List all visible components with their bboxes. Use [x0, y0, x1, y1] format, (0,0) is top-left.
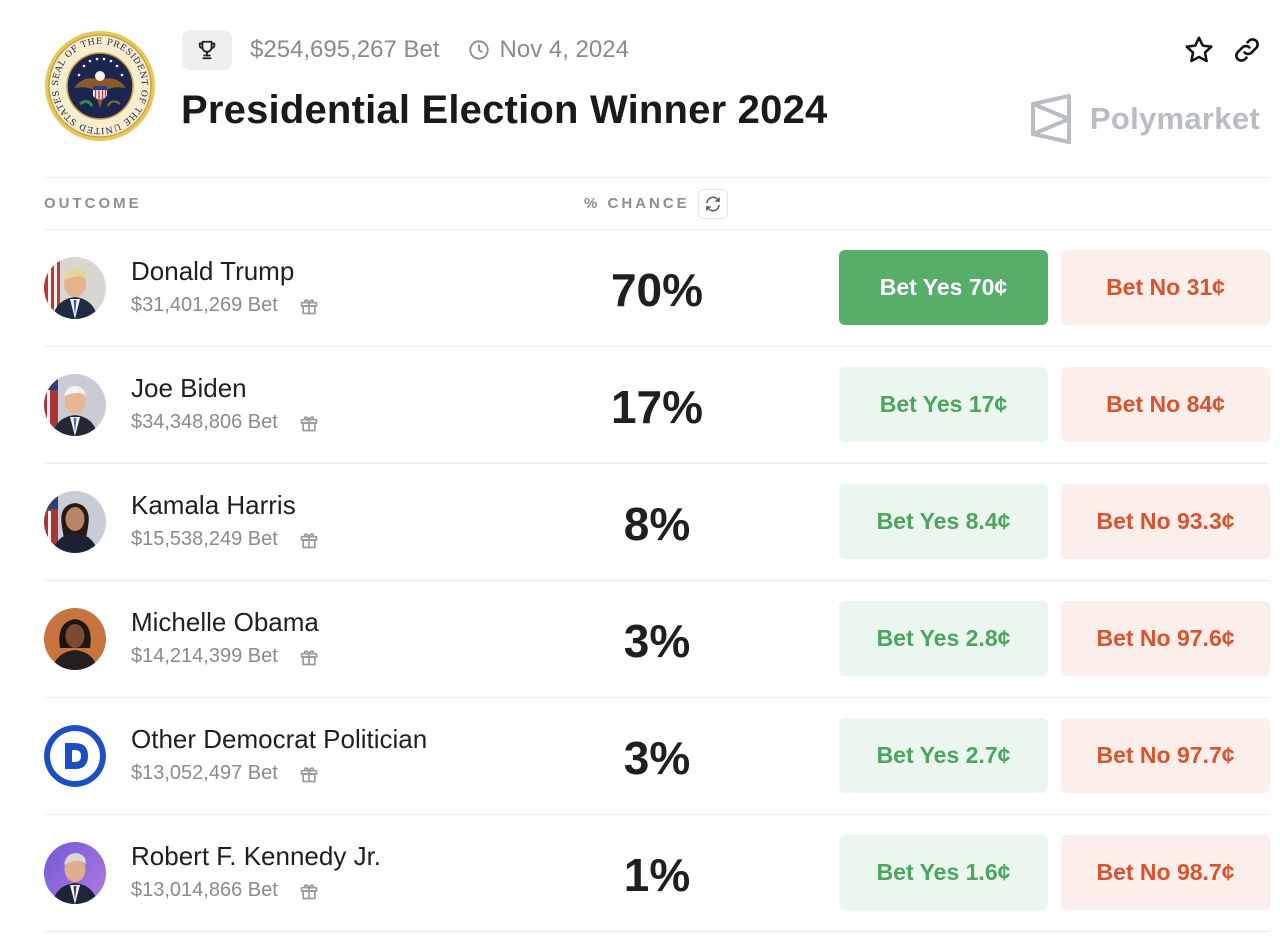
- total-volume: $254,695,267 Bet: [250, 36, 440, 63]
- outcomes-table: OUTCOME % CHANCE: [44, 177, 1270, 932]
- bet-yes-button[interactable]: Bet Yes 2.7¢: [839, 718, 1048, 793]
- bet-yes-button[interactable]: Bet Yes 8.4¢: [839, 484, 1048, 559]
- outcome-volume: $13,052,497 Bet: [131, 762, 278, 784]
- outcome-name[interactable]: Donald Trump: [131, 256, 295, 286]
- clock-icon: [468, 39, 490, 61]
- avatar-harris: [44, 491, 106, 553]
- bet-no-button[interactable]: Bet No 84¢: [1061, 367, 1270, 442]
- bet-yes-button[interactable]: Bet Yes 1.6¢: [839, 835, 1048, 910]
- gift-icon[interactable]: [298, 763, 320, 785]
- avatar-obama: [44, 608, 106, 670]
- outcome-chance: 70%: [610, 264, 704, 316]
- star-icon: [1185, 36, 1213, 63]
- bet-no-button[interactable]: Bet No 93.3¢: [1061, 484, 1270, 559]
- market-meta: $254,695,267 Bet Nov 4, 2024: [182, 30, 629, 70]
- table-row[interactable]: Joe Biden $34,348,806 Bet 17% Bet Yes 17…: [44, 347, 1270, 464]
- brand-name: Polymarket: [1089, 101, 1260, 136]
- gift-icon[interactable]: [298, 646, 320, 668]
- copy-link-button[interactable]: [1230, 33, 1264, 67]
- outcome-name[interactable]: Robert F. Kennedy Jr.: [131, 841, 382, 871]
- avatar-kennedy: [44, 842, 106, 904]
- end-date: Nov 4, 2024: [499, 36, 629, 63]
- bet-no-button[interactable]: Bet No 31¢: [1061, 250, 1270, 325]
- outcome-name[interactable]: Other Democrat Politician: [131, 724, 428, 754]
- outcome-volume: $31,401,269 Bet: [131, 294, 278, 316]
- outcome-chance: 3%: [623, 615, 691, 667]
- page-title: Presidential Election Winner 2024: [181, 88, 828, 132]
- outcome-chance: 17%: [610, 381, 704, 433]
- table-row[interactable]: Michelle Obama $14,214,399 Bet 3% Bet Ye…: [44, 581, 1270, 698]
- outcome-volume-line: $13,052,497 Bet: [131, 762, 320, 785]
- avatar-trump: [44, 257, 106, 319]
- gift-icon[interactable]: [298, 529, 320, 551]
- table-header: OUTCOME % CHANCE: [44, 177, 1270, 230]
- refresh-button[interactable]: [697, 188, 728, 219]
- outcome-volume-line: $34,348,806 Bet: [131, 411, 320, 434]
- header-actions: [1182, 33, 1264, 67]
- bet-yes-button[interactable]: Bet Yes 70¢: [839, 250, 1048, 325]
- outcome-name[interactable]: Kamala Harris: [131, 490, 296, 520]
- refresh-icon: [705, 196, 720, 211]
- bet-yes-button[interactable]: Bet Yes 2.8¢: [839, 601, 1048, 676]
- bet-no-button[interactable]: Bet No 98.7¢: [1061, 835, 1270, 910]
- table-row[interactable]: Robert F. Kennedy Jr. $13,014,866 Bet 1%…: [44, 815, 1270, 932]
- table-row[interactable]: Other Democrat Politician $13,052,497 Be…: [44, 698, 1270, 815]
- outcome-name[interactable]: Michelle Obama: [131, 607, 319, 637]
- outcome-volume-line: $14,214,399 Bet: [131, 645, 320, 668]
- polymarket-logo-icon: [1030, 94, 1071, 144]
- outcome-volume-line: $13,014,866 Bet: [131, 879, 320, 902]
- bet-no-button[interactable]: Bet No 97.7¢: [1061, 718, 1270, 793]
- table-row[interactable]: Donald Trump $31,401,269 Bet 70% Bet Yes…: [44, 230, 1270, 347]
- outcome-volume: $14,214,399 Bet: [131, 645, 278, 667]
- trophy-icon: [198, 40, 216, 60]
- outcome-volume: $13,014,866 Bet: [131, 879, 278, 901]
- brand: Polymarket: [1030, 94, 1260, 144]
- outcome-name[interactable]: Joe Biden: [131, 373, 247, 403]
- favorite-button[interactable]: [1182, 33, 1216, 67]
- democrat-logo-icon: [44, 725, 106, 787]
- outcome-volume-line: $15,538,249 Bet: [131, 528, 320, 551]
- gift-icon[interactable]: [298, 295, 320, 317]
- gift-icon[interactable]: [298, 880, 320, 902]
- table-row[interactable]: Kamala Harris $15,538,249 Bet 8% Bet Yes…: [44, 464, 1270, 581]
- bet-yes-button[interactable]: Bet Yes 17¢: [839, 367, 1048, 442]
- trophy-badge: [182, 30, 232, 70]
- avatar-biden: [44, 374, 106, 436]
- column-outcome: OUTCOME: [44, 195, 142, 212]
- outcome-chance: 1%: [623, 849, 691, 901]
- column-chance: % CHANCE: [584, 188, 728, 219]
- column-chance-label: % CHANCE: [584, 195, 690, 212]
- gift-icon[interactable]: [298, 412, 320, 434]
- bet-no-button[interactable]: Bet No 97.6¢: [1061, 601, 1270, 676]
- outcome-chance: 8%: [623, 498, 691, 550]
- outcome-chance: 3%: [623, 732, 691, 784]
- presidential-seal-icon: SEAL OF THE PRESIDENT OF THE UNITED STAT…: [45, 31, 155, 141]
- outcome-volume: $15,538,249 Bet: [131, 528, 278, 550]
- link-icon: [1235, 38, 1259, 62]
- outcome-volume: $34,348,806 Bet: [131, 411, 278, 433]
- outcome-volume-line: $31,401,269 Bet: [131, 294, 320, 317]
